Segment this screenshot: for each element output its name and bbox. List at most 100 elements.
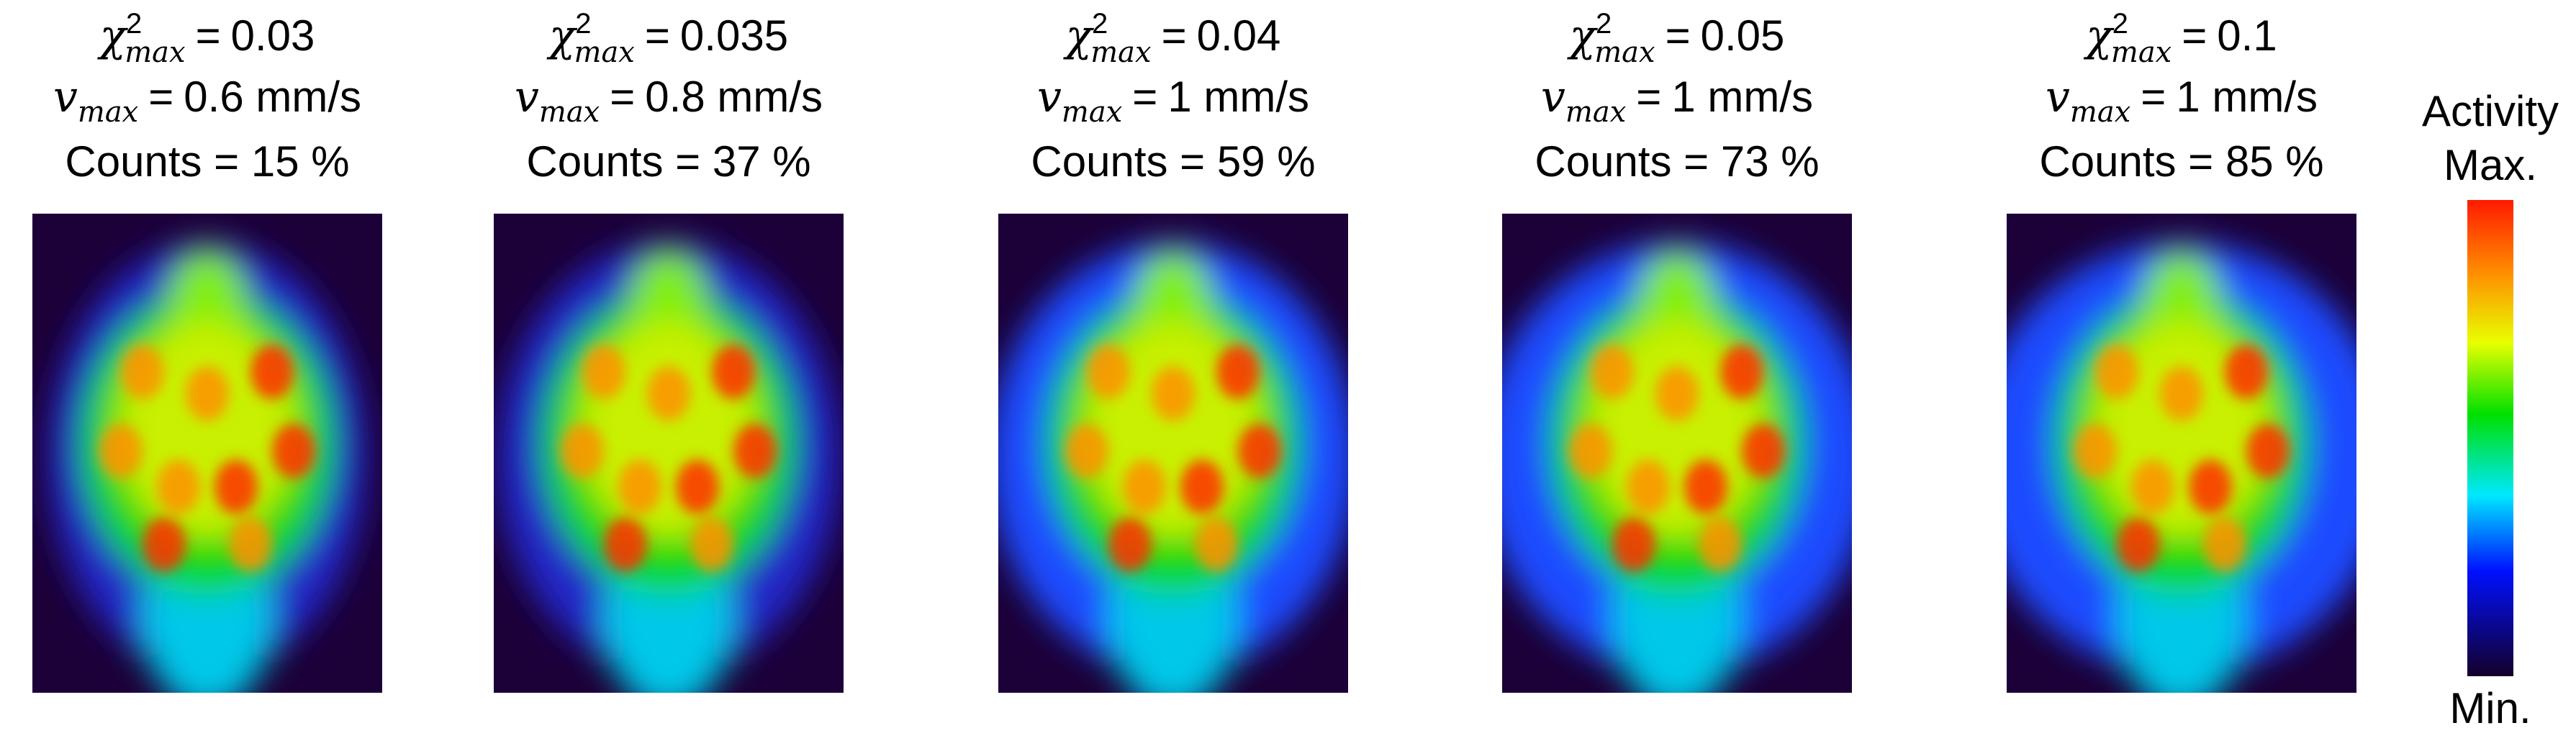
hotspot (733, 424, 777, 478)
hotspot (2246, 424, 2290, 478)
equals: = (2182, 12, 2207, 60)
hotspot (2203, 517, 2246, 572)
subscript: max (1090, 36, 1151, 69)
v-symbol: v (1037, 72, 1062, 122)
subscript: max (125, 36, 185, 69)
subscript: max (1062, 96, 1122, 129)
subscript: max (78, 96, 138, 129)
colorbar-max: Max. (2444, 141, 2537, 189)
hotspot (229, 517, 272, 572)
v-value: 1 mm/s (1671, 73, 1813, 121)
hotspot (250, 345, 294, 399)
pet-image (998, 214, 1348, 693)
hotspot (2074, 424, 2117, 478)
superscript: 2 (126, 8, 142, 40)
hotspot (272, 424, 315, 478)
chi-label: χ2 max = 0.035 (546, 8, 788, 69)
hotspot (1152, 366, 1195, 421)
hotspot (2225, 345, 2268, 399)
chi2-value: 0.05 (1701, 12, 1785, 60)
hotspot (186, 366, 229, 421)
hotspots (1065, 345, 1281, 572)
v-symbol: v (53, 72, 78, 122)
v-value: 1 mm/s (1167, 73, 1309, 121)
hotspot (1720, 345, 1763, 399)
equals: = (196, 12, 221, 60)
equals: = (1132, 73, 1157, 121)
v-label: vmax = 1 mm/s (1037, 72, 1309, 129)
equals: = (148, 73, 173, 121)
v-label: vmax = 0.8 mm/s (515, 72, 823, 129)
v-symbol: v (1541, 72, 1565, 122)
hotspot (690, 517, 733, 572)
equals: = (1162, 12, 1187, 60)
subscript: max (1594, 36, 1655, 69)
chi-symbol: χ (546, 11, 578, 61)
pet-image (494, 214, 844, 693)
hotspot (2131, 460, 2174, 514)
chi2-value: 0.03 (231, 12, 315, 60)
hotspot (1238, 424, 1281, 478)
v-symbol: v (515, 72, 539, 122)
hotspot (2095, 345, 2138, 399)
chi-label: χ2 max = 0.05 (1567, 8, 1785, 69)
hotspot (618, 460, 661, 514)
chi-symbol: χ (1063, 11, 1095, 61)
hotspot (1108, 517, 1152, 572)
v-value: 1 mm/s (2176, 73, 2318, 121)
equals: = (2141, 73, 2166, 121)
hotspot (604, 517, 647, 572)
hotspot (1684, 460, 1727, 514)
subscript: max (539, 96, 600, 129)
chi-symbol: χ (97, 11, 129, 61)
pet-image (1502, 214, 1852, 693)
hotspot (1569, 424, 1612, 478)
v-label: vmax = 1 mm/s (1541, 72, 1813, 129)
chi-label: χ2 max = 0.03 (97, 8, 315, 69)
hotspots (2074, 345, 2290, 572)
hotspot (712, 345, 755, 399)
v-value: 0.6 mm/s (184, 73, 361, 121)
equals: = (1636, 73, 1661, 121)
hotspot (1655, 366, 1699, 421)
superscript: 2 (1092, 8, 1108, 40)
subscript: max (2111, 36, 2171, 69)
colorbar-title: Activity (2422, 87, 2559, 135)
hotspot (1180, 460, 1224, 514)
v-label: vmax = 1 mm/s (2046, 72, 2318, 129)
superscript: 2 (2112, 8, 2128, 40)
hotspot (676, 460, 719, 514)
equals: = (610, 73, 635, 121)
chi2-value: 0.04 (1197, 12, 1281, 60)
hotspots (561, 345, 777, 572)
v-symbol: v (2046, 72, 2070, 122)
hotspot (143, 517, 186, 572)
counts-label: Counts = 15 % (65, 137, 349, 186)
hotspot (647, 366, 690, 421)
colorbar (2467, 200, 2513, 676)
superscript: 2 (575, 8, 591, 40)
chi-label: χ2 max = 0.1 (2083, 8, 2277, 69)
hotspot (1216, 345, 1260, 399)
hotspot (1065, 424, 1108, 478)
counts-label: Counts = 37 % (526, 137, 810, 186)
hotspot (1123, 460, 1166, 514)
hotspot (1195, 517, 1238, 572)
hotspot (1742, 424, 1785, 478)
counts-label: Counts = 85 % (2039, 137, 2323, 186)
hotspot (1627, 460, 1670, 514)
hotspot (214, 460, 258, 514)
chi-symbol: χ (2083, 11, 2115, 61)
v-label: vmax = 0.6 mm/s (53, 72, 361, 129)
equals: = (1666, 12, 1691, 60)
chi-symbol: χ (1567, 11, 1599, 61)
chi2-value: 0.035 (680, 12, 788, 60)
hotspots (1569, 345, 1785, 572)
v-value: 0.8 mm/s (645, 73, 823, 121)
pet-image (32, 214, 382, 693)
hotspot (1612, 517, 1655, 572)
chi-label: χ2 max = 0.04 (1063, 8, 1281, 69)
subscript: max (574, 36, 635, 69)
superscript: 2 (1596, 8, 1612, 40)
